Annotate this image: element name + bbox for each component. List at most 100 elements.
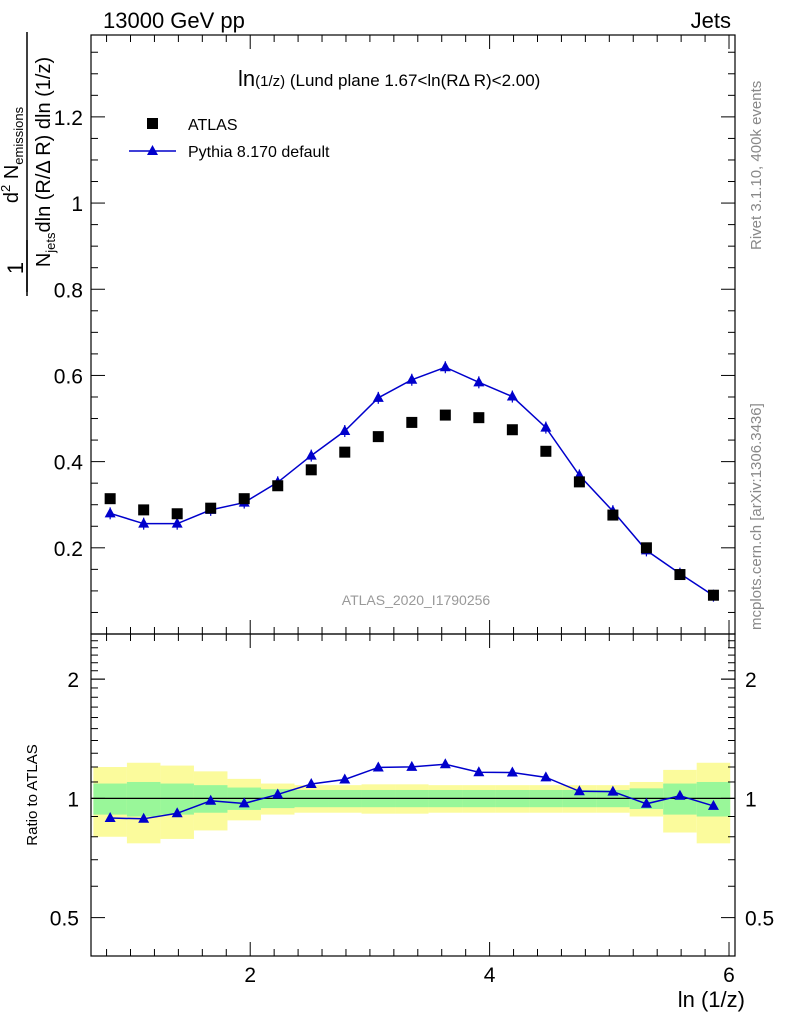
pythia-point [439,361,451,372]
ratio-pythia-point [473,766,485,777]
y-tick-label-ratio-left: 1 [67,788,79,811]
y-tick-label-ratio-right: 1 [745,788,757,811]
header-right: Jets [691,8,731,33]
pythia-point [406,373,418,384]
y-tick-label-main: 1.2 [54,107,83,130]
ratio-panel-frame [90,633,736,957]
ratio-pythia-point [372,761,384,772]
ratio-pythia-point [607,785,619,796]
ratio-panel: 0.5 0.5 1 1 2 2 2 4 6 [50,634,774,987]
atlas-point [573,476,585,488]
pythia-point [473,376,485,387]
atlas-point [339,446,351,458]
legend-atlas-label: ATLAS [188,117,238,134]
atlas-point [607,509,619,521]
ratio-pythia-point [138,812,150,823]
y-tick-label-ratio-left: 2 [67,669,79,692]
y-tick-label-main: 0.2 [54,538,83,561]
rivet-label: Rivet 3.1.10, 400k events [748,81,765,250]
plot-title-sub: (1/z) [255,73,285,90]
y-tick-label-main: 0.6 [54,365,83,388]
atlas-point [473,412,485,424]
atlas-point [439,409,451,421]
pythia-point [339,425,351,436]
xlabel: ln (1/z) [678,987,745,1012]
ylabel-top-one: 1 [3,262,28,274]
ratio-pythia-point [238,797,250,808]
atlas-point [372,431,384,443]
atlas-point [707,589,719,601]
ratio-pythia-point [171,807,183,818]
atlas-point [506,424,518,436]
ratio-pythia-point [272,788,284,799]
atlas-point [104,493,116,505]
plot-title-main: ln [238,66,255,91]
pythia-point [138,517,150,528]
atlas-point [540,445,552,457]
ratio-pythia-point [339,773,351,784]
pythia-point [540,421,552,432]
ylabel-num-exp: 2 [0,185,13,192]
legend-pythia-marker [147,145,158,155]
ylabel-den-sub: jets [43,232,58,254]
ylabel-num-d: d [1,192,23,203]
atlas-point [272,480,284,492]
band-inner [93,783,127,815]
y-tick-label-main: 1 [71,193,83,216]
x-tick-label: 6 [723,964,735,987]
band-inner [696,781,731,817]
atlas-point [238,493,250,505]
ylabel-bottom: Ratio to ATLAS [24,744,41,845]
ylabel-den-end: R) dln (1/z) [33,57,55,161]
ratio-pythia-point [305,778,317,789]
atlas-point [305,464,317,476]
atlas-point [406,416,418,428]
main-panel: 0.2 0.4 0.6 0.8 1 1.2 [54,35,735,634]
y-tick-label-main: 0.8 [54,279,83,302]
atlas-point [674,569,686,581]
y-tick-label-main: 0.4 [54,452,84,475]
y-tick-label-ratio-left: 0.5 [50,908,79,931]
x-tick-label: 2 [244,964,256,987]
x-tick-label: 4 [484,964,496,987]
header-left: 13000 GeV pp [103,8,245,33]
y-tick-label-ratio-right: 0.5 [745,908,774,931]
legend-atlas-marker [147,118,158,129]
plot-title: ln(1/z) (Lund plane 1.67<ln(RΔ R)<2.00) [238,66,540,91]
atlas-point [138,504,150,516]
ratio-pythia-point [573,785,585,796]
ratio-pythia-point [205,794,217,805]
ratio-pythia-point [406,760,418,771]
y-tick-label-ratio-right: 2 [745,669,757,692]
pythia-point [305,449,317,460]
plot-title-end: R)<2.00) [469,71,540,90]
atlas-point [171,508,183,520]
ylabel-top-denominator: Njetsdln (R/Δ R) dln (1/z) [33,57,58,267]
legend: ATLAS Pythia 8.170 default [129,117,330,161]
ratio-pythia-point [439,758,451,769]
ylabel-num-N: N [1,165,23,185]
plot-title-rest: (Lund plane 1.67<ln(R [285,71,458,90]
ratio-pythia-point [540,771,552,782]
ylabel-den-delta: Δ [33,161,55,174]
plot-title-delta: Δ [459,71,470,90]
pythia-point [171,517,183,528]
pythia-line [109,366,714,597]
pythia-point [372,391,384,402]
atlas-point [640,542,652,554]
ylabel-den-rest: dln (R/ [33,173,55,232]
ratio-pythia-point [674,789,686,800]
atlas-point [205,502,217,514]
legend-pythia-label: Pythia 8.170 default [188,144,330,161]
ratio-pythia-point [506,766,518,777]
analysis-watermark: ATLAS_2020_I1790256 [342,592,491,608]
pythia-point [104,507,116,518]
ylabel-top: 1 d2 Nemissions Njetsdln (R/Δ R) dln (1/… [0,32,58,296]
ylabel-num-sub: emissions [11,106,26,164]
ratio-pythia-point [104,812,116,823]
band-inner [126,781,161,817]
ylabel-top-numerator: d2 Nemissions [0,106,26,203]
ratio-pythia-point [707,799,719,810]
mcplots-label: mcplots.cern.ch [arXiv:1306.3436] [748,403,765,630]
